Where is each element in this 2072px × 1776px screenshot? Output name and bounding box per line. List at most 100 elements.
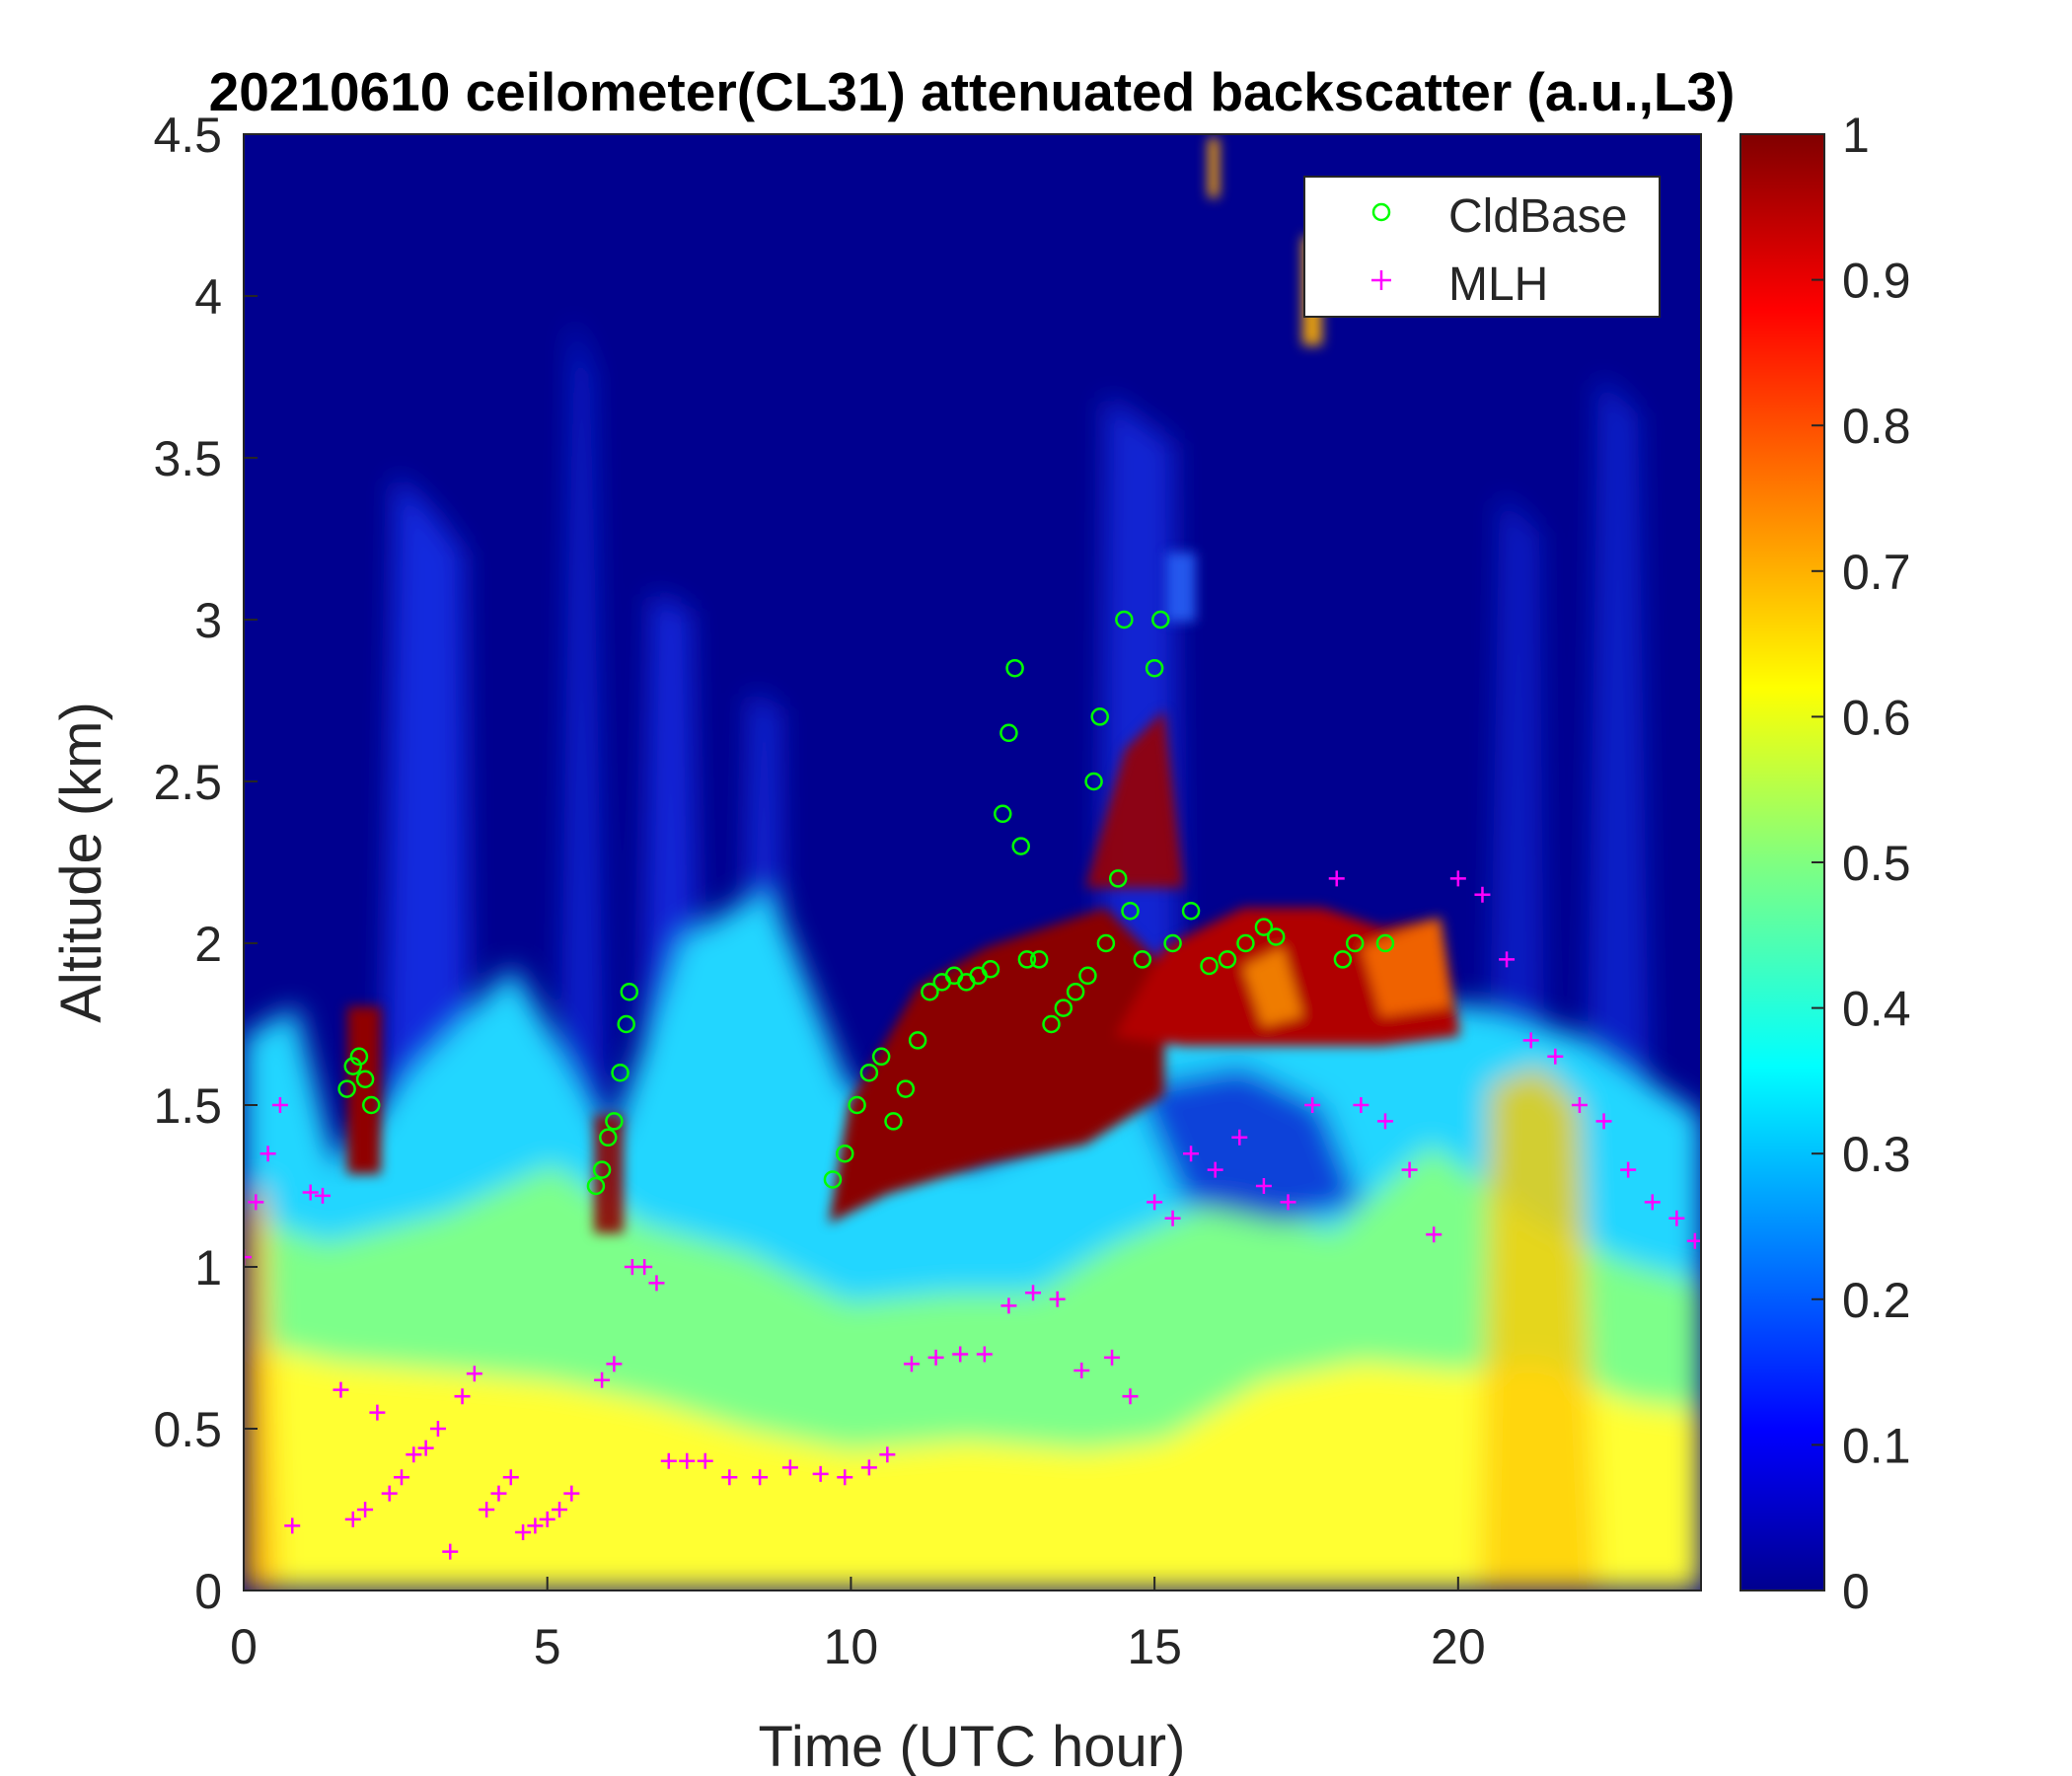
cldbase-point <box>823 1170 843 1189</box>
cldbase-point <box>611 1063 629 1082</box>
y-tick-label: 2 <box>194 917 222 972</box>
y-axis-label: Altitude (km) <box>49 702 113 1023</box>
mlh-point <box>248 1194 264 1211</box>
mlh-point <box>244 1249 252 1266</box>
cldbase-point <box>1078 966 1097 986</box>
mlh-point <box>284 1517 301 1534</box>
colorbar-tick-label: 0 <box>1842 1564 1870 1619</box>
cldbase-point <box>999 723 1018 743</box>
mlh-point <box>552 1502 568 1517</box>
y-tick-label: 0 <box>194 1564 222 1619</box>
mlh-point <box>271 1097 288 1113</box>
colorbar-tick-label: 1 <box>1842 108 1870 163</box>
cldbase-point <box>1266 927 1286 946</box>
mlh-point <box>927 1349 944 1366</box>
mlh-point <box>1426 1226 1443 1243</box>
mlh-point <box>454 1388 471 1405</box>
x-tick-label: 15 <box>1127 1619 1182 1674</box>
legend-mlh-marker <box>1371 270 1391 290</box>
cldbase-point <box>921 982 939 1001</box>
cldbase-point <box>1145 658 1164 678</box>
mlh-point <box>1164 1210 1181 1226</box>
mlh-point <box>721 1469 738 1486</box>
mlh-point <box>344 1511 361 1527</box>
cldbase-point <box>1090 707 1109 726</box>
colorbar-tick-label: 0.6 <box>1842 690 1911 745</box>
colorbar-tick-label: 0.3 <box>1842 1127 1911 1182</box>
cldbase-point <box>1054 999 1073 1017</box>
mlh-point <box>1353 1097 1369 1113</box>
mlh-point <box>594 1371 611 1388</box>
legend-mlh-label: MLH <box>1448 259 1548 311</box>
mlh-point <box>1595 1113 1612 1130</box>
mlh-point <box>302 1184 319 1201</box>
mlh-point <box>394 1469 410 1486</box>
colorbar-gradient <box>1739 133 1825 1591</box>
cldbase-point <box>1254 918 1274 936</box>
colorbar-tick-label: 0.7 <box>1842 545 1911 600</box>
plot-frame <box>243 133 1702 1591</box>
mlh-point <box>1255 1178 1272 1194</box>
x-axis-label: Time (UTC hour) <box>759 1715 1186 1776</box>
mlh-point <box>1122 1388 1139 1405</box>
mlh-point <box>259 1146 276 1162</box>
mlh-point <box>1000 1297 1017 1314</box>
y-tick-label: 2.5 <box>153 755 222 810</box>
mlh-point <box>406 1446 422 1463</box>
mlh-point <box>1231 1129 1248 1146</box>
y-tick-label: 1.5 <box>153 1078 222 1134</box>
mlh-point <box>1073 1362 1090 1378</box>
mlh-point <box>417 1440 434 1456</box>
mlh-point <box>860 1459 877 1476</box>
chart-title: 20210610 ceilometer(CL31) attenuated bac… <box>209 61 1736 122</box>
mlh-point <box>1499 951 1516 968</box>
mlh-point <box>1104 1349 1121 1366</box>
cldbase-point <box>871 1047 891 1067</box>
mlh-point <box>515 1523 532 1540</box>
mlh-point <box>563 1485 580 1502</box>
cldbase-point <box>361 1095 381 1115</box>
mlh-point <box>479 1502 495 1517</box>
mlh-point <box>1304 1097 1321 1113</box>
mlh-point <box>502 1469 519 1486</box>
cldbase-point <box>343 1057 363 1075</box>
mlh-point <box>1147 1194 1163 1211</box>
cldbase-point <box>1108 869 1128 888</box>
legend-cldbase-label: CldBase <box>1448 190 1627 243</box>
mlh-point <box>1328 870 1345 887</box>
cldbase-point <box>1017 950 1037 969</box>
cldbase-point <box>1375 933 1395 953</box>
cldbase-point <box>337 1079 356 1098</box>
mlh-point <box>442 1543 459 1560</box>
cldbase-point <box>1011 837 1030 855</box>
mlh-point <box>315 1187 332 1204</box>
cldbase-point <box>1029 950 1049 969</box>
y-tick-label: 1 <box>194 1240 222 1295</box>
cldbase-point <box>981 959 1000 979</box>
cldbase-point <box>859 1063 879 1082</box>
mlh-point <box>752 1469 769 1486</box>
mlh-point <box>1207 1161 1223 1178</box>
x-tick-label: 5 <box>534 1619 561 1674</box>
cldbase-point <box>1121 901 1140 921</box>
cldbase-point <box>1218 950 1237 969</box>
cldbase-point <box>908 1031 927 1050</box>
cldbase-point <box>1200 956 1219 976</box>
mlh-point <box>490 1485 507 1502</box>
mlh-point <box>381 1485 398 1502</box>
mlh-point <box>1401 1161 1418 1178</box>
mlh-point <box>837 1469 853 1486</box>
cldbase-point <box>605 1112 624 1131</box>
cldbase-point <box>349 1047 369 1067</box>
mlh-point <box>660 1452 677 1469</box>
mlh-point <box>1025 1285 1042 1301</box>
cldbase-point <box>1005 658 1024 678</box>
mlh-point <box>1571 1097 1588 1113</box>
heatmap-field <box>244 134 1701 1591</box>
mlh-point <box>952 1346 969 1363</box>
mlh-point <box>636 1259 653 1275</box>
cldbase-point <box>994 804 1012 824</box>
y-axis: 0 0.5 1 1.5 2 2.5 3 3.5 4 4.5 <box>153 108 258 1619</box>
cldbase-point <box>884 1112 903 1131</box>
